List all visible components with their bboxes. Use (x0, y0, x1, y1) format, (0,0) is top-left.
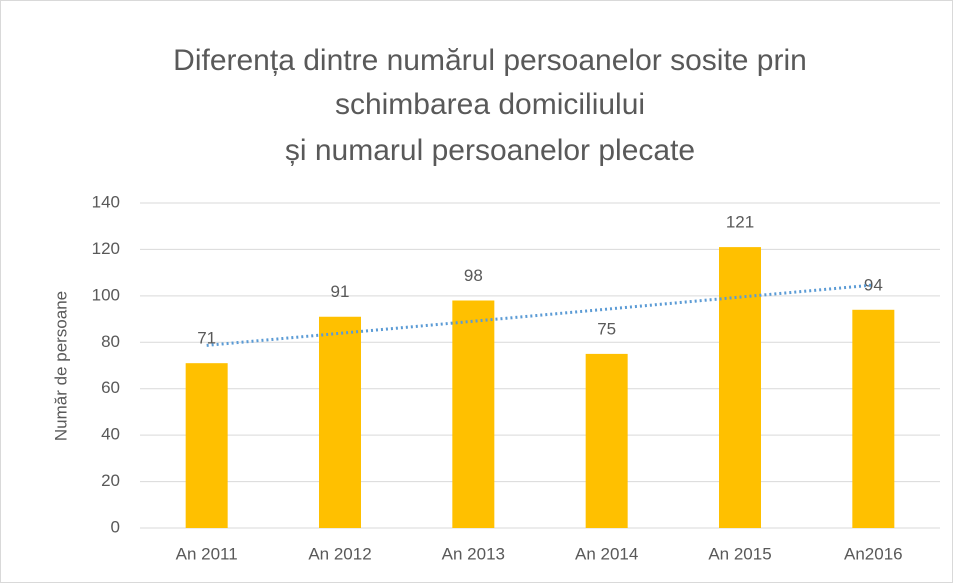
y-tick-label: 80 (101, 332, 120, 351)
chart-title: Diferența dintre numărul persoanelor sos… (173, 44, 807, 77)
y-tick-label: 40 (101, 425, 120, 444)
y-tick-label: 20 (101, 471, 120, 490)
chart-title: schimbarea domiciliului (335, 88, 645, 121)
data-label: 98 (464, 266, 483, 285)
y-tick-label: 100 (92, 285, 120, 304)
x-tick-label: An 2011 (176, 544, 238, 563)
bar (452, 300, 495, 528)
y-tick-label: 120 (92, 239, 120, 258)
x-tick-label: An 2013 (442, 544, 505, 563)
y-tick-label: 140 (92, 192, 120, 211)
data-label: 121 (726, 213, 754, 232)
y-axis-label: Număr de persoane (51, 291, 70, 441)
bar (185, 363, 228, 528)
y-tick-label: 60 (101, 378, 120, 397)
data-label: 71 (197, 329, 216, 348)
chart-title: și numarul persoanelor plecate (285, 134, 695, 167)
bar (852, 309, 895, 528)
x-tick-label: An 2012 (308, 544, 371, 563)
data-label: 94 (864, 275, 883, 294)
data-label: 91 (331, 282, 350, 301)
x-tick-label: An 2014 (575, 544, 638, 563)
data-label: 75 (597, 319, 616, 338)
y-tick-label: 0 (111, 517, 120, 536)
trendline (206, 283, 874, 347)
x-tick-label: An2016 (844, 544, 903, 563)
bar (585, 353, 628, 528)
bar (319, 316, 361, 528)
x-tick-label: An 2015 (708, 544, 771, 563)
bar (719, 247, 761, 528)
